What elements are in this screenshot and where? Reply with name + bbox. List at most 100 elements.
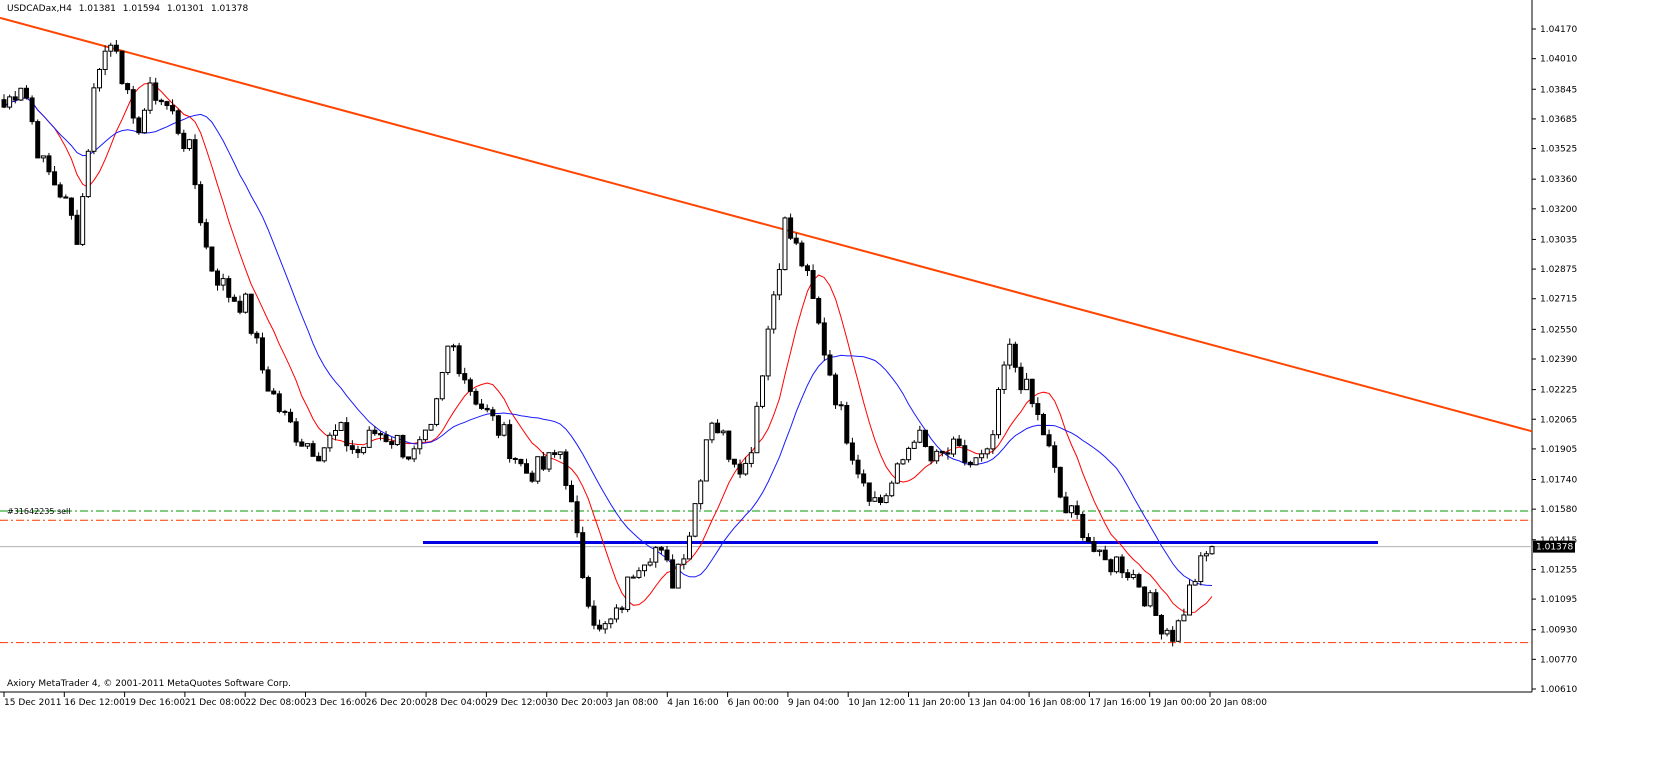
candle xyxy=(1209,545,1215,555)
bear-candle-body xyxy=(23,87,29,99)
candle xyxy=(878,494,884,506)
candle xyxy=(406,456,412,461)
candle xyxy=(760,375,766,409)
slow-moving-average xyxy=(3,97,1213,586)
x-tick-label: 30 Dec 20:00 xyxy=(547,698,608,708)
bear-candle-body xyxy=(1125,572,1131,578)
bull-candle-body xyxy=(141,109,147,134)
candle xyxy=(1175,619,1181,643)
bear-candle-body xyxy=(209,246,215,272)
bear-candle-body xyxy=(1136,574,1142,588)
bear-candle-body xyxy=(1,99,7,108)
bear-candle-body xyxy=(181,132,187,149)
candle xyxy=(900,458,906,465)
x-tick-label: 16 Jan 08:00 xyxy=(1029,698,1086,708)
bear-candle-body xyxy=(237,300,243,313)
bear-candle-body xyxy=(383,434,389,443)
current-price-box xyxy=(1533,540,1575,553)
candle xyxy=(675,563,681,589)
bear-candle-body xyxy=(585,577,591,607)
candle xyxy=(231,294,237,302)
bear-candle-body xyxy=(316,455,322,462)
fast-moving-average xyxy=(3,82,1213,614)
candle xyxy=(479,399,485,410)
y-tick-label: 1.02550 xyxy=(1540,325,1577,335)
candle xyxy=(175,108,181,136)
bear-candle-body xyxy=(192,139,198,186)
bear-candle-body xyxy=(849,442,855,461)
low-value: 1.01301 xyxy=(166,4,205,14)
candle xyxy=(136,116,142,135)
bear-candle-body xyxy=(799,242,805,267)
candle xyxy=(546,452,552,473)
bear-candle-body xyxy=(479,403,485,409)
candle xyxy=(692,503,698,538)
candle xyxy=(625,576,631,613)
bear-candle-body xyxy=(288,411,294,423)
bull-candle-body xyxy=(97,68,103,89)
candle xyxy=(495,415,501,439)
candle xyxy=(630,574,636,579)
candle xyxy=(810,264,816,299)
candle xyxy=(939,450,945,457)
bull-candle-body xyxy=(40,155,46,159)
bear-candle-body xyxy=(855,459,861,475)
candle xyxy=(7,94,13,110)
candle xyxy=(288,408,294,424)
bull-candle-body xyxy=(720,430,726,434)
bull-candle-body xyxy=(653,547,659,563)
candle xyxy=(855,454,861,479)
candle xyxy=(861,469,867,487)
bull-candle-body xyxy=(434,398,440,425)
candle xyxy=(726,430,732,463)
x-tick-label: 10 Jan 12:00 xyxy=(848,698,905,708)
bear-candle-body xyxy=(198,184,204,224)
candle xyxy=(389,437,395,449)
x-tick-label: 13 Jan 04:00 xyxy=(969,698,1026,708)
bear-candle-body xyxy=(52,171,58,186)
bull-candle-body xyxy=(911,441,917,449)
bear-candle-body xyxy=(248,293,254,334)
candle xyxy=(439,371,445,401)
bear-candle-body xyxy=(203,222,209,248)
bear-candle-body xyxy=(737,463,743,475)
bear-candle-body xyxy=(153,82,159,101)
candle xyxy=(141,108,147,134)
candle xyxy=(715,419,721,434)
bear-candle-body xyxy=(170,105,176,112)
bear-candle-body xyxy=(945,452,951,455)
candle xyxy=(130,85,136,124)
y-tick-label: 1.01580 xyxy=(1540,505,1577,515)
bear-candle-body xyxy=(12,96,18,101)
bear-candle-body xyxy=(46,155,52,173)
candle xyxy=(1063,491,1069,514)
candle xyxy=(411,445,417,463)
open-value: 1.01381 xyxy=(78,4,116,14)
y-tick-label: 1.02715 xyxy=(1540,295,1577,305)
candle xyxy=(984,447,990,459)
candle xyxy=(844,401,850,445)
bull-candle-body xyxy=(411,448,417,460)
candle xyxy=(636,567,642,579)
candle xyxy=(574,495,580,538)
candle xyxy=(849,437,855,465)
bear-candle-body xyxy=(962,445,968,463)
bear-candle-body xyxy=(507,424,513,459)
bear-candle-body xyxy=(524,463,530,474)
candle xyxy=(254,331,260,344)
candle xyxy=(816,296,822,325)
bear-candle-body xyxy=(467,379,473,392)
candle xyxy=(827,350,833,377)
candle xyxy=(945,447,951,460)
candle xyxy=(962,439,968,466)
candle xyxy=(1035,397,1041,421)
x-tick-label: 17 Jan 16:00 xyxy=(1089,698,1146,708)
candle xyxy=(765,325,771,381)
candle xyxy=(237,295,243,315)
bull-candle-body xyxy=(186,139,192,149)
candle xyxy=(1203,550,1209,562)
bear-candle-body xyxy=(580,532,586,579)
bull-candle-body xyxy=(979,453,985,459)
